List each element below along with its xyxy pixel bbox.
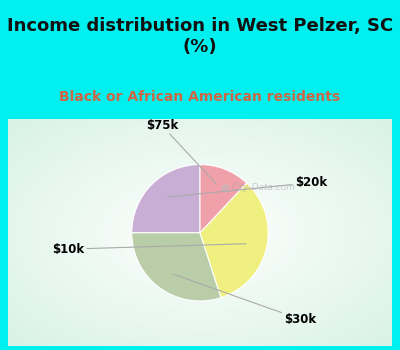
Text: Black or African American residents: Black or African American residents [60,90,340,104]
Text: Income distribution in West Pelzer, SC
(%): Income distribution in West Pelzer, SC (… [7,17,393,56]
Text: $10k: $10k [52,243,246,256]
Wedge shape [132,233,221,301]
Wedge shape [200,183,268,298]
Wedge shape [132,164,200,233]
Text: $30k: $30k [173,274,316,326]
Wedge shape [200,164,247,233]
Text: $20k: $20k [167,176,327,197]
Text: $75k: $75k [146,119,216,184]
Text: City-Data.com: City-Data.com [232,183,296,192]
